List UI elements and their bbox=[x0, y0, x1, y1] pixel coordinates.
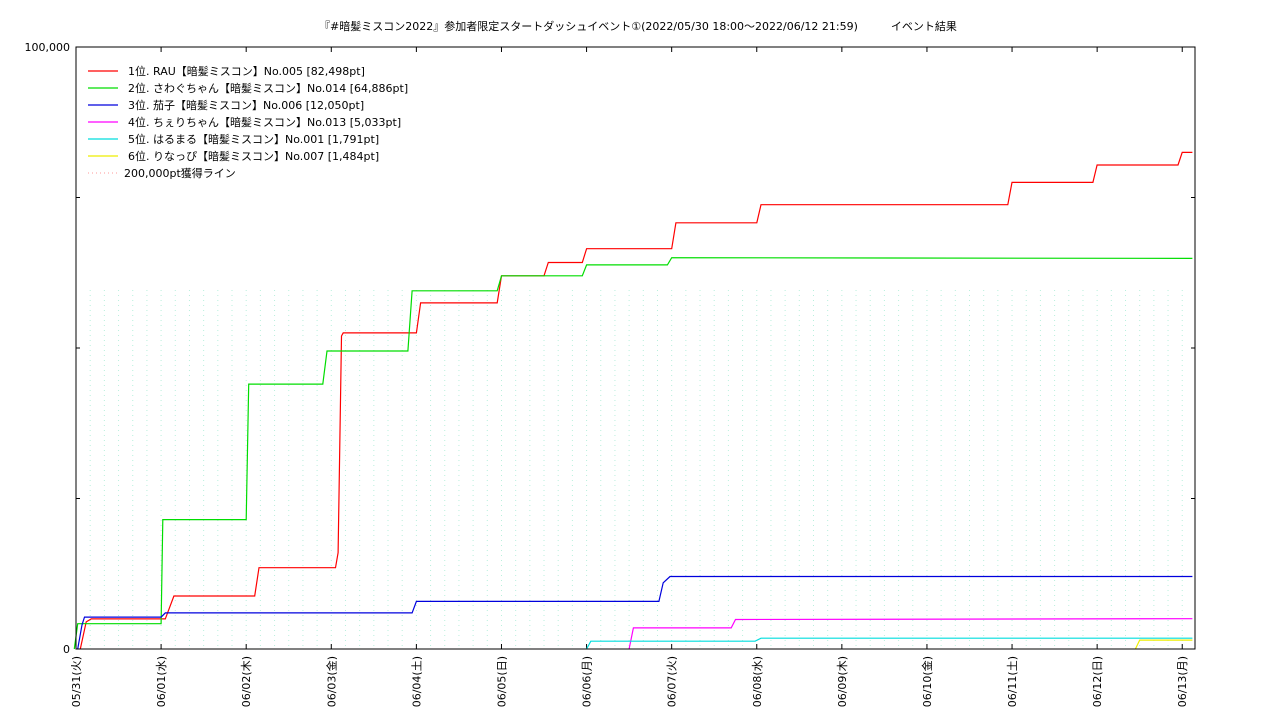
grid bbox=[89, 290, 1183, 649]
x-tick-label: 06/05(日) bbox=[495, 656, 508, 707]
legend-entry: 200,000pt獲得ライン bbox=[124, 167, 236, 180]
series-line-2 bbox=[73, 257, 1193, 650]
x-tick-label: 06/01(水) bbox=[155, 656, 168, 707]
series-line-5 bbox=[586, 637, 1193, 650]
series-line-4 bbox=[628, 618, 1193, 650]
x-tick-label: 06/09(木) bbox=[836, 656, 849, 707]
legend-entry: 6位. りなっぴ【暗髪ミスコン】No.007 [1,484pt] bbox=[128, 149, 379, 163]
legend-entry: 3位. 茄子【暗髪ミスコン】No.006 [12,050pt] bbox=[128, 98, 364, 112]
x-axis: 05/31(火) 06/01(水) 06/02(木) 06/03(金) 06/04(土)… bbox=[70, 47, 1189, 707]
chart-title: 『#暗髪ミスコン2022』参加者限定スタートダッシュイベント①(2022/05/… bbox=[319, 19, 957, 33]
series-lines bbox=[73, 151, 1193, 650]
x-tick-label: 06/07(火) bbox=[666, 656, 679, 707]
series-line-3 bbox=[77, 575, 1193, 650]
x-tick-label: 06/13(月) bbox=[1176, 656, 1189, 707]
series-line-1 bbox=[79, 151, 1193, 650]
x-tick-label: 06/10(金) bbox=[920, 656, 934, 707]
x-tick-label: 06/03(金) bbox=[324, 656, 338, 707]
legend-entry: 2位. さわぐちゃん【暗髪ミスコン】No.014 [64,886pt] bbox=[128, 81, 408, 95]
x-tick-label: 06/06(月) bbox=[581, 656, 594, 707]
x-tick-label: 06/12(日) bbox=[1091, 656, 1104, 707]
x-tick-label: 06/02(木) bbox=[240, 656, 253, 707]
legend-entry: 5位. はるまる【暗髪ミスコン】No.001 [1,791pt] bbox=[128, 132, 379, 146]
x-tick-label: 05/31(火) bbox=[70, 656, 83, 707]
x-tick-label: 06/11(土) bbox=[1006, 656, 1019, 707]
legend-entry: 4位. ちぇりちゃん【暗髪ミスコン】No.013 [5,033pt] bbox=[128, 115, 401, 129]
x-tick-label: 06/08(水) bbox=[751, 656, 764, 707]
legend-entry: 1位. RAU【暗髪ミスコン】No.005 [82,498pt] bbox=[128, 64, 365, 78]
plot-frame bbox=[75, 46, 1196, 650]
x-tick-label: 06/04(土) bbox=[410, 656, 423, 707]
series-line-6 bbox=[1134, 639, 1193, 650]
y-tick-label: 0 bbox=[63, 643, 70, 656]
legend: 1位. RAU【暗髪ミスコン】No.005 [82,498pt] 2位. さわぐち… bbox=[88, 64, 408, 180]
y-tick-label: 100,000 bbox=[25, 41, 71, 54]
